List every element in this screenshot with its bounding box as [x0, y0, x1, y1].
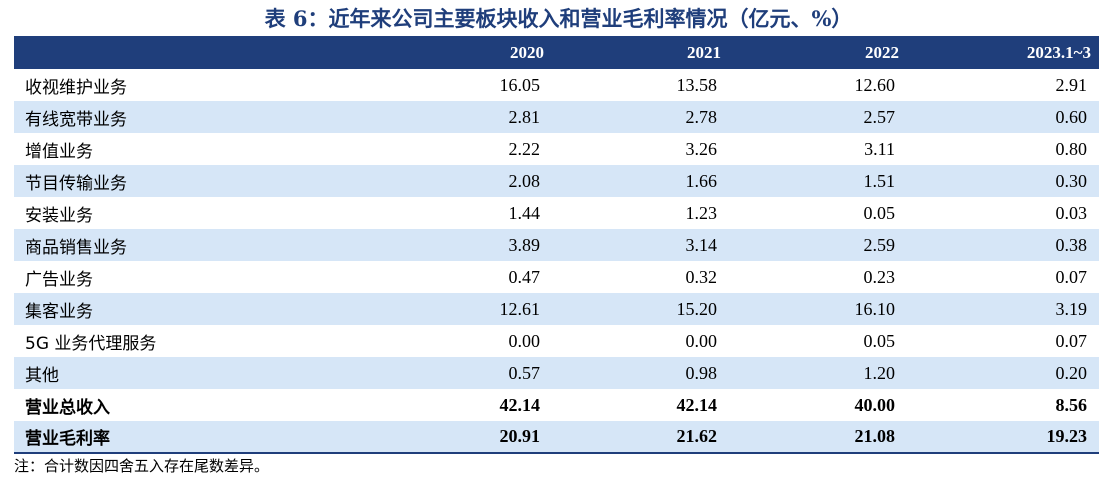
cell-value: 12.61 [499, 298, 541, 319]
table-row: 收视维护业务 16.05 13.58 12.60 2.91 [14, 69, 1099, 101]
row-label: 收视维护业务 [25, 77, 127, 98]
cell-value: 0.20 [1055, 362, 1088, 383]
table-row: 5G 业务代理服务 0.00 0.00 0.05 0.07 [14, 325, 1099, 357]
header-cell-2020: 2020 [510, 42, 544, 62]
cell-value: 0.60 [1055, 106, 1088, 127]
cell-value: 1.23 [685, 202, 718, 223]
row-label: 营业总收入 [25, 397, 110, 418]
table-title: 表 6：近年来公司主要板块收入和营业毛利率情况（亿元、%） [264, 6, 853, 31]
cell-value: 0.38 [1055, 234, 1088, 255]
header-row: 2020 2021 2022 2023.1~3 [14, 36, 1099, 69]
gross-margin-row: 营业毛利率 20.91 21.62 21.08 19.23 [14, 421, 1099, 453]
table-row: 广告业务 0.47 0.32 0.23 0.07 [14, 261, 1099, 293]
cell-value: 21.08 [854, 426, 896, 446]
table-row: 有线宽带业务 2.81 2.78 2.57 0.60 [14, 101, 1099, 133]
row-label: 有线宽带业务 [25, 109, 127, 130]
table-row: 集客业务 12.61 15.20 16.10 3.19 [14, 293, 1099, 325]
cell-value: 19.23 [1046, 426, 1088, 446]
revenue-margin-table: 2020 2021 2022 2023.1~3 收视维护业务 16.05 13.… [14, 36, 1099, 454]
cell-value: 0.05 [863, 330, 896, 351]
cell-value: 16.05 [499, 74, 541, 95]
cell-value: 3.26 [685, 138, 718, 159]
cell-value: 2.78 [685, 106, 718, 127]
cell-value: 0.03 [1055, 202, 1088, 223]
row-label: 其他 [25, 365, 59, 386]
row-label: 营业毛利率 [25, 429, 110, 449]
cell-value: 0.57 [508, 362, 541, 383]
cell-value: 0.00 [508, 330, 541, 351]
cell-value: 1.66 [685, 170, 718, 191]
cell-value: 2.57 [863, 106, 896, 127]
cell-value: 0.47 [508, 266, 541, 287]
cell-value: 3.89 [508, 234, 541, 255]
table-row: 增值业务 2.22 3.26 3.11 0.80 [14, 133, 1099, 165]
header-cell-2022: 2022 [865, 42, 899, 62]
cell-value: 2.59 [863, 234, 896, 255]
header-cell-blank [14, 36, 376, 69]
cell-value: 21.62 [676, 426, 718, 446]
cell-value: 20.91 [499, 426, 541, 446]
table-row: 其他 0.57 0.98 1.20 0.20 [14, 357, 1099, 389]
row-label: 集客业务 [25, 301, 93, 322]
cell-value: 42.14 [499, 394, 541, 415]
row-label: 增值业务 [25, 141, 93, 162]
cell-value: 40.00 [854, 394, 896, 415]
cell-value: 1.20 [863, 362, 896, 383]
header-cell-2023q1: 2023.1~3 [1026, 42, 1091, 62]
header-cell-2021: 2021 [687, 42, 721, 62]
table-row: 节目传输业务 2.08 1.66 1.51 0.30 [14, 165, 1099, 197]
cell-value: 8.56 [1055, 394, 1088, 415]
footnote: 注：合计数因四舍五入存在尾数差异。 [14, 457, 270, 475]
cell-value: 0.32 [685, 266, 718, 287]
cell-value: 0.23 [863, 266, 896, 287]
cell-value: 2.08 [508, 170, 541, 191]
cell-value: 3.14 [685, 234, 718, 255]
cell-value: 1.51 [863, 170, 896, 191]
cell-value: 2.91 [1055, 74, 1088, 95]
cell-value: 12.60 [854, 74, 896, 95]
cell-value: 13.58 [676, 74, 718, 95]
cell-value: 0.00 [685, 330, 718, 351]
cell-value: 1.44 [508, 202, 541, 223]
row-label: 商品销售业务 [25, 237, 127, 258]
row-label: 5G 业务代理服务 [25, 333, 157, 354]
cell-value: 16.10 [854, 298, 896, 319]
cell-value: 0.05 [863, 202, 896, 223]
row-label: 广告业务 [25, 269, 93, 290]
row-label: 节目传输业务 [25, 173, 127, 194]
cell-value: 42.14 [676, 394, 718, 415]
cell-value: 2.22 [508, 138, 541, 159]
table-row: 商品销售业务 3.89 3.14 2.59 0.38 [14, 229, 1099, 261]
cell-value: 0.07 [1055, 330, 1088, 351]
cell-value: 0.98 [685, 362, 718, 383]
cell-value: 2.81 [508, 106, 541, 127]
cell-value: 3.19 [1055, 298, 1088, 319]
cell-value: 0.30 [1055, 170, 1088, 191]
total-revenue-row: 营业总收入 42.14 42.14 40.00 8.56 [14, 389, 1099, 421]
table-row: 安装业务 1.44 1.23 0.05 0.03 [14, 197, 1099, 229]
row-label: 安装业务 [25, 205, 93, 226]
cell-value: 0.80 [1055, 138, 1088, 159]
cell-value: 3.11 [864, 138, 895, 159]
cell-value: 15.20 [676, 298, 718, 319]
cell-value: 0.07 [1055, 266, 1088, 287]
